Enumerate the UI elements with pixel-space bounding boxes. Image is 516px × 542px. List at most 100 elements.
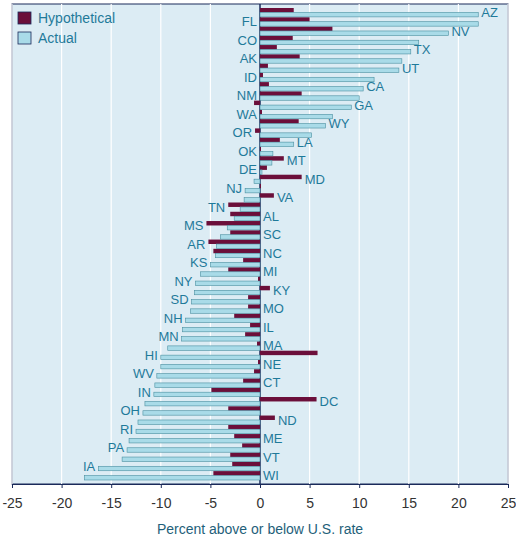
- bar: [255, 128, 260, 132]
- bar: [215, 253, 260, 257]
- bars: [84, 8, 478, 480]
- category-label: GA: [354, 98, 373, 113]
- grid-line: [408, 4, 409, 484]
- bar: [260, 96, 359, 100]
- tick: 20: [451, 484, 467, 511]
- tick-mark: [12, 484, 13, 488]
- bar: [260, 82, 269, 86]
- bar: [155, 383, 260, 387]
- bar: [84, 476, 260, 480]
- bar: [260, 68, 399, 72]
- category-label: ID: [244, 70, 257, 85]
- bar: [243, 258, 260, 262]
- bar: [260, 170, 262, 174]
- bar: [213, 249, 260, 253]
- bar: [260, 165, 267, 169]
- category-label: CA: [366, 79, 384, 94]
- tick-mark: [62, 484, 63, 488]
- tick: 25: [501, 484, 516, 511]
- bar: [161, 355, 260, 359]
- bar: [227, 225, 260, 229]
- category-label: UT: [402, 61, 419, 76]
- bar: [213, 471, 260, 475]
- category-label: OK: [238, 144, 257, 159]
- bar: [234, 434, 260, 438]
- grid-line: [11, 4, 12, 484]
- bar: [260, 12, 478, 16]
- tick: -10: [151, 484, 171, 511]
- category-label: HI: [145, 348, 158, 363]
- category-label: TN: [208, 200, 225, 215]
- bar: [260, 91, 302, 95]
- bar: [260, 73, 263, 77]
- category-label: PA: [108, 440, 125, 455]
- bar: [136, 429, 260, 433]
- category-label: TX: [414, 42, 431, 57]
- bar: [260, 54, 300, 58]
- bar: [260, 31, 448, 35]
- bar: [129, 439, 260, 443]
- tick-label: 5: [306, 495, 314, 511]
- tick-label: 0: [257, 495, 265, 511]
- tick-mark: [260, 484, 261, 488]
- category-label: MT: [287, 153, 306, 168]
- bar: [157, 374, 260, 378]
- category-label: MI: [263, 264, 277, 279]
- legend-label: Hypothetical: [38, 10, 115, 26]
- grid-line: [309, 4, 310, 484]
- series: [84, 12, 478, 480]
- bar: [208, 240, 260, 244]
- category-label: IN: [138, 385, 151, 400]
- category-label: AZ: [481, 5, 498, 20]
- bar: [216, 244, 260, 248]
- bar: [245, 188, 260, 192]
- x-axis: -25-20-15-10-50510152025: [2, 484, 516, 511]
- tick-mark: [161, 484, 162, 488]
- bar: [232, 462, 260, 466]
- category-label: OR: [233, 125, 253, 140]
- bar: [228, 425, 260, 429]
- bar: [210, 263, 260, 267]
- bar: [245, 332, 260, 336]
- bar: [260, 8, 294, 12]
- category-label: VT: [263, 450, 280, 465]
- category-label: NM: [237, 88, 257, 103]
- tick-label: -10: [151, 495, 171, 511]
- bar: [127, 448, 260, 452]
- bar: [145, 401, 260, 405]
- bar: [143, 411, 260, 415]
- tick-label: -15: [102, 495, 122, 511]
- tick: -5: [205, 484, 218, 511]
- bar: [182, 337, 260, 341]
- bar: [260, 110, 262, 114]
- bar: [260, 156, 284, 160]
- tick-label: 20: [451, 495, 467, 511]
- tick-mark: [409, 484, 410, 488]
- bar: [260, 286, 270, 290]
- bar: [248, 304, 260, 308]
- bar: [220, 235, 260, 239]
- tick: 15: [402, 484, 418, 511]
- legend-swatch: [18, 12, 31, 24]
- bar: [200, 272, 260, 276]
- bar: [154, 392, 260, 396]
- category-label: NH: [164, 311, 183, 326]
- bar: [234, 314, 260, 318]
- bar: [206, 221, 260, 225]
- bar: [230, 453, 260, 457]
- tick-label: -25: [2, 495, 22, 511]
- bar: [228, 267, 260, 271]
- bar: [260, 36, 293, 40]
- grid-line: [61, 4, 62, 484]
- bar: [260, 64, 268, 68]
- tick-label: -20: [52, 495, 72, 511]
- bar: [257, 341, 260, 345]
- tick: 5: [306, 484, 314, 511]
- bar: [260, 22, 478, 26]
- category-label: VA: [277, 190, 294, 205]
- category-label: MA: [263, 338, 283, 353]
- bar: [195, 290, 260, 294]
- legend: HypotheticalActual: [18, 10, 115, 46]
- bar: [183, 327, 260, 331]
- bar: [260, 416, 275, 420]
